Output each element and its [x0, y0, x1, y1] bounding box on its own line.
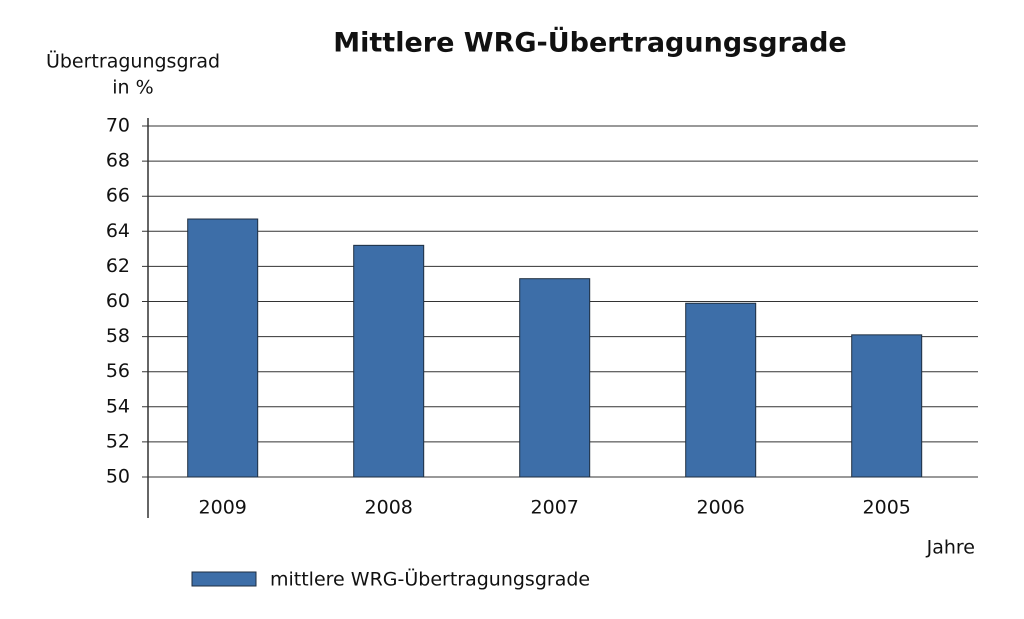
y-tick-label: 64	[106, 220, 130, 242]
chart-title: Mittlere WRG-Übertragungsgrade	[333, 26, 846, 59]
x-tick-label: 2008	[365, 497, 413, 519]
y-tick-label: 54	[106, 395, 130, 417]
x-tick-label: 2006	[697, 497, 745, 519]
x-tick-label: 2009	[199, 497, 247, 519]
y-tick-label: 60	[106, 290, 130, 312]
bar	[685, 302, 757, 478]
y-tick-label: 58	[106, 325, 130, 347]
y-tick-label: 52	[106, 430, 130, 452]
y-axis-label: Übertragungsgrad	[46, 50, 220, 73]
x-axis-label: Jahre	[926, 537, 975, 559]
bar	[187, 218, 259, 478]
x-tick-label: 2005	[863, 497, 911, 519]
legend-swatch	[191, 571, 257, 587]
y-tick-label: 50	[106, 466, 130, 488]
y-tick-label: 68	[106, 150, 130, 172]
y-tick-label: 62	[106, 255, 130, 277]
y-axis-label: in %	[112, 77, 153, 99]
bar	[353, 244, 425, 478]
y-tick-label: 56	[106, 360, 130, 382]
y-tick-label: 66	[106, 185, 130, 207]
y-tick-label: 70	[106, 115, 130, 137]
bar	[519, 278, 591, 478]
legend-label: mittlere WRG-Übertragungsgrade	[270, 568, 590, 591]
bar	[851, 334, 923, 478]
x-tick-label: 2007	[531, 497, 579, 519]
